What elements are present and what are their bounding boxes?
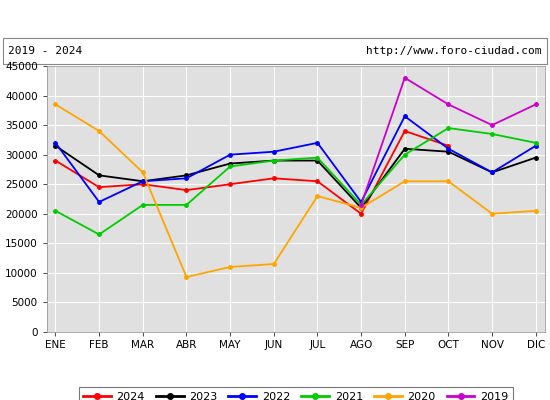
FancyBboxPatch shape <box>3 38 547 64</box>
2023 <box>402 146 408 151</box>
2024 <box>445 143 452 148</box>
2023 <box>314 158 321 163</box>
Text: 2019 - 2024: 2019 - 2024 <box>8 46 82 56</box>
2024 <box>52 158 59 163</box>
2023 <box>96 173 102 178</box>
2020 <box>314 194 321 198</box>
2021 <box>314 155 321 160</box>
2022 <box>445 146 452 151</box>
2021 <box>52 208 59 213</box>
2021 <box>532 140 539 145</box>
2024 <box>183 188 190 192</box>
2024 <box>140 182 146 187</box>
2021 <box>358 202 365 207</box>
2021 <box>402 152 408 157</box>
2023 <box>358 206 365 210</box>
2020 <box>96 129 102 134</box>
2020 <box>52 102 59 107</box>
2021 <box>140 202 146 207</box>
2024 <box>96 185 102 190</box>
2022 <box>314 140 321 145</box>
Line: 2020: 2020 <box>54 103 537 279</box>
2021 <box>227 164 233 169</box>
Line: 2024: 2024 <box>54 129 450 216</box>
2021 <box>489 132 496 136</box>
2022 <box>271 149 277 154</box>
2019 <box>402 76 408 80</box>
2021 <box>96 232 102 237</box>
2020 <box>227 264 233 269</box>
2022 <box>358 200 365 204</box>
Text: http://www.foro-ciudad.com: http://www.foro-ciudad.com <box>366 46 542 56</box>
2020 <box>358 206 365 210</box>
2024 <box>271 176 277 181</box>
2022 <box>489 170 496 175</box>
2022 <box>227 152 233 157</box>
2020 <box>140 170 146 175</box>
2020 <box>402 179 408 184</box>
Line: 2019: 2019 <box>359 76 537 207</box>
2022 <box>402 114 408 119</box>
2022 <box>532 143 539 148</box>
2024 <box>314 179 321 184</box>
2023 <box>445 149 452 154</box>
2019 <box>532 102 539 107</box>
2019 <box>358 202 365 207</box>
2021 <box>445 126 452 130</box>
2022 <box>140 179 146 184</box>
2020 <box>489 211 496 216</box>
2022 <box>183 176 190 181</box>
2019 <box>445 102 452 107</box>
Text: Evolucion Nº Turistas Nacionales en el municipio de Guadalajara: Evolucion Nº Turistas Nacionales en el m… <box>60 12 490 24</box>
2024 <box>227 182 233 187</box>
Line: 2021: 2021 <box>54 126 537 236</box>
2020 <box>271 262 277 266</box>
2020 <box>532 208 539 213</box>
2023 <box>140 179 146 184</box>
2024 <box>402 129 408 134</box>
Legend: 2024, 2023, 2022, 2021, 2020, 2019: 2024, 2023, 2022, 2021, 2020, 2019 <box>79 387 513 400</box>
2023 <box>532 155 539 160</box>
2023 <box>489 170 496 175</box>
2023 <box>227 161 233 166</box>
2020 <box>445 179 452 184</box>
2022 <box>96 200 102 204</box>
2021 <box>183 202 190 207</box>
2023 <box>271 158 277 163</box>
2019 <box>489 123 496 128</box>
2024 <box>358 211 365 216</box>
2022 <box>52 140 59 145</box>
Line: 2022: 2022 <box>54 114 537 204</box>
2023 <box>183 173 190 178</box>
2023 <box>52 143 59 148</box>
2020 <box>183 275 190 280</box>
2021 <box>271 158 277 163</box>
Line: 2023: 2023 <box>54 144 537 210</box>
